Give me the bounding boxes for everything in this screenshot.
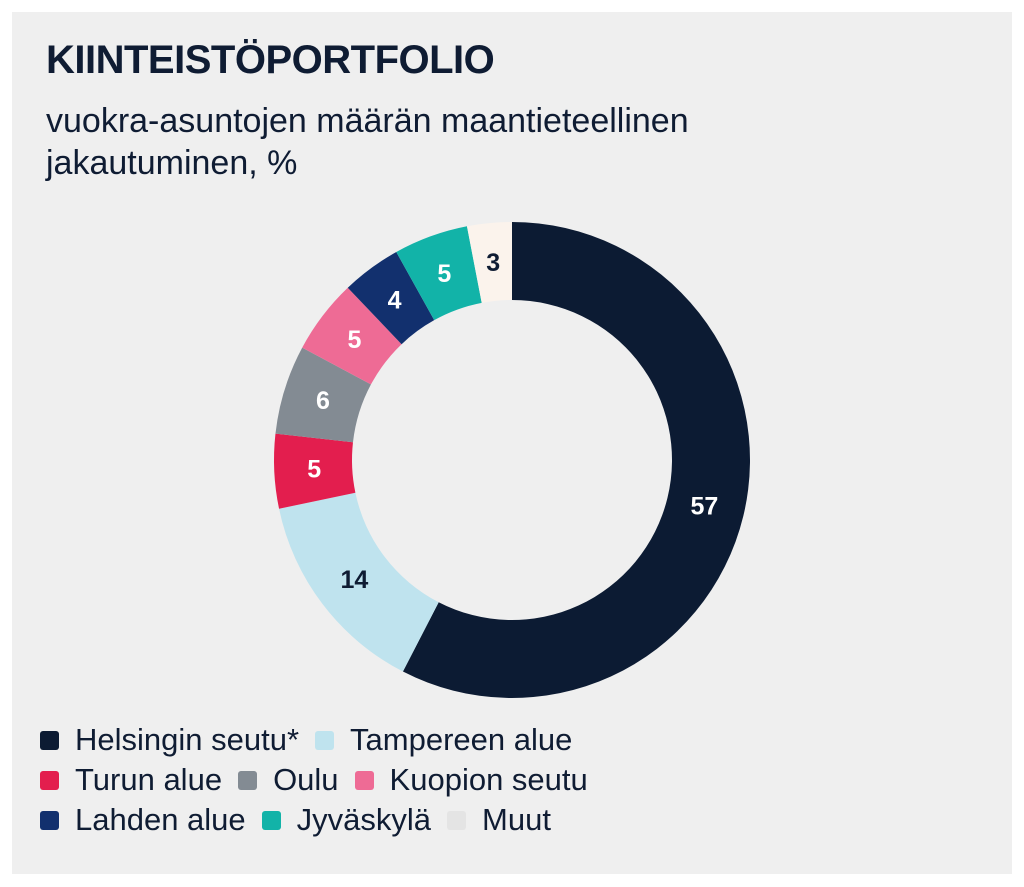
legend-item: Oulu	[238, 762, 339, 798]
legend-row: Helsingin seutu* Tampereen alue	[40, 720, 740, 760]
legend-item: Lahden alue	[40, 802, 246, 838]
legend-label: Kuopion seutu	[389, 762, 588, 797]
legend-swatch	[261, 810, 281, 830]
legend-swatch	[315, 730, 335, 750]
legend-swatch	[40, 810, 59, 830]
legend-item: Tampereen alue	[315, 722, 572, 758]
legend-row: Lahden alue Jyväskylä Muut	[40, 800, 740, 840]
donut-slice-1	[279, 492, 439, 672]
slice-value-label: 5	[437, 260, 451, 288]
legend-swatch	[238, 770, 258, 790]
legend-item: Kuopion seutu	[354, 762, 588, 798]
legend-label: Jyväskylä	[296, 802, 432, 837]
legend-label: Oulu	[273, 762, 339, 797]
legend-label: Turun alue	[75, 762, 223, 797]
legend-swatch	[354, 770, 374, 790]
legend-label: Lahden alue	[75, 802, 246, 837]
slice-value-label: 3	[486, 249, 500, 277]
legend-label: Muut	[482, 802, 551, 837]
legend-label: Helsingin seutu*	[75, 722, 300, 757]
legend-item: Jyväskylä	[261, 802, 432, 838]
legend-swatch	[40, 730, 59, 750]
legend-item: Helsingin seutu*	[40, 722, 299, 758]
legend-swatch	[40, 770, 59, 790]
slice-value-label: 4	[388, 287, 402, 315]
slice-value-label: 57	[691, 493, 719, 521]
slice-value-label: 6	[316, 387, 330, 415]
legend-label: Tampereen alue	[350, 722, 573, 757]
chart-title: KIINTEISTÖPORTFOLIO	[46, 38, 495, 82]
legend-swatch	[447, 810, 467, 830]
donut-slice-2	[274, 433, 356, 509]
donut-slice-3	[275, 347, 371, 443]
slice-value-label: 5	[347, 326, 361, 354]
chart-legend: Helsingin seutu* Tampereen alue Turun alue…	[40, 720, 740, 840]
donut-slice-7	[466, 222, 512, 303]
chart-subtitle: vuokra-asuntojen määrän maantieteellinen…	[46, 102, 689, 182]
donut-slice-6	[396, 226, 482, 321]
donut-slice-0	[402, 222, 750, 698]
legend-item: Muut	[447, 802, 551, 838]
legend-row: Turun alue Oulu Kuopion seutu	[40, 760, 740, 800]
donut-slice-5	[347, 252, 435, 345]
chart-panel	[12, 12, 1012, 874]
donut-slice-4	[302, 287, 402, 385]
legend-item: Turun alue	[40, 762, 222, 798]
slice-value-label: 5	[307, 455, 321, 483]
slice-value-label: 14	[341, 566, 369, 594]
